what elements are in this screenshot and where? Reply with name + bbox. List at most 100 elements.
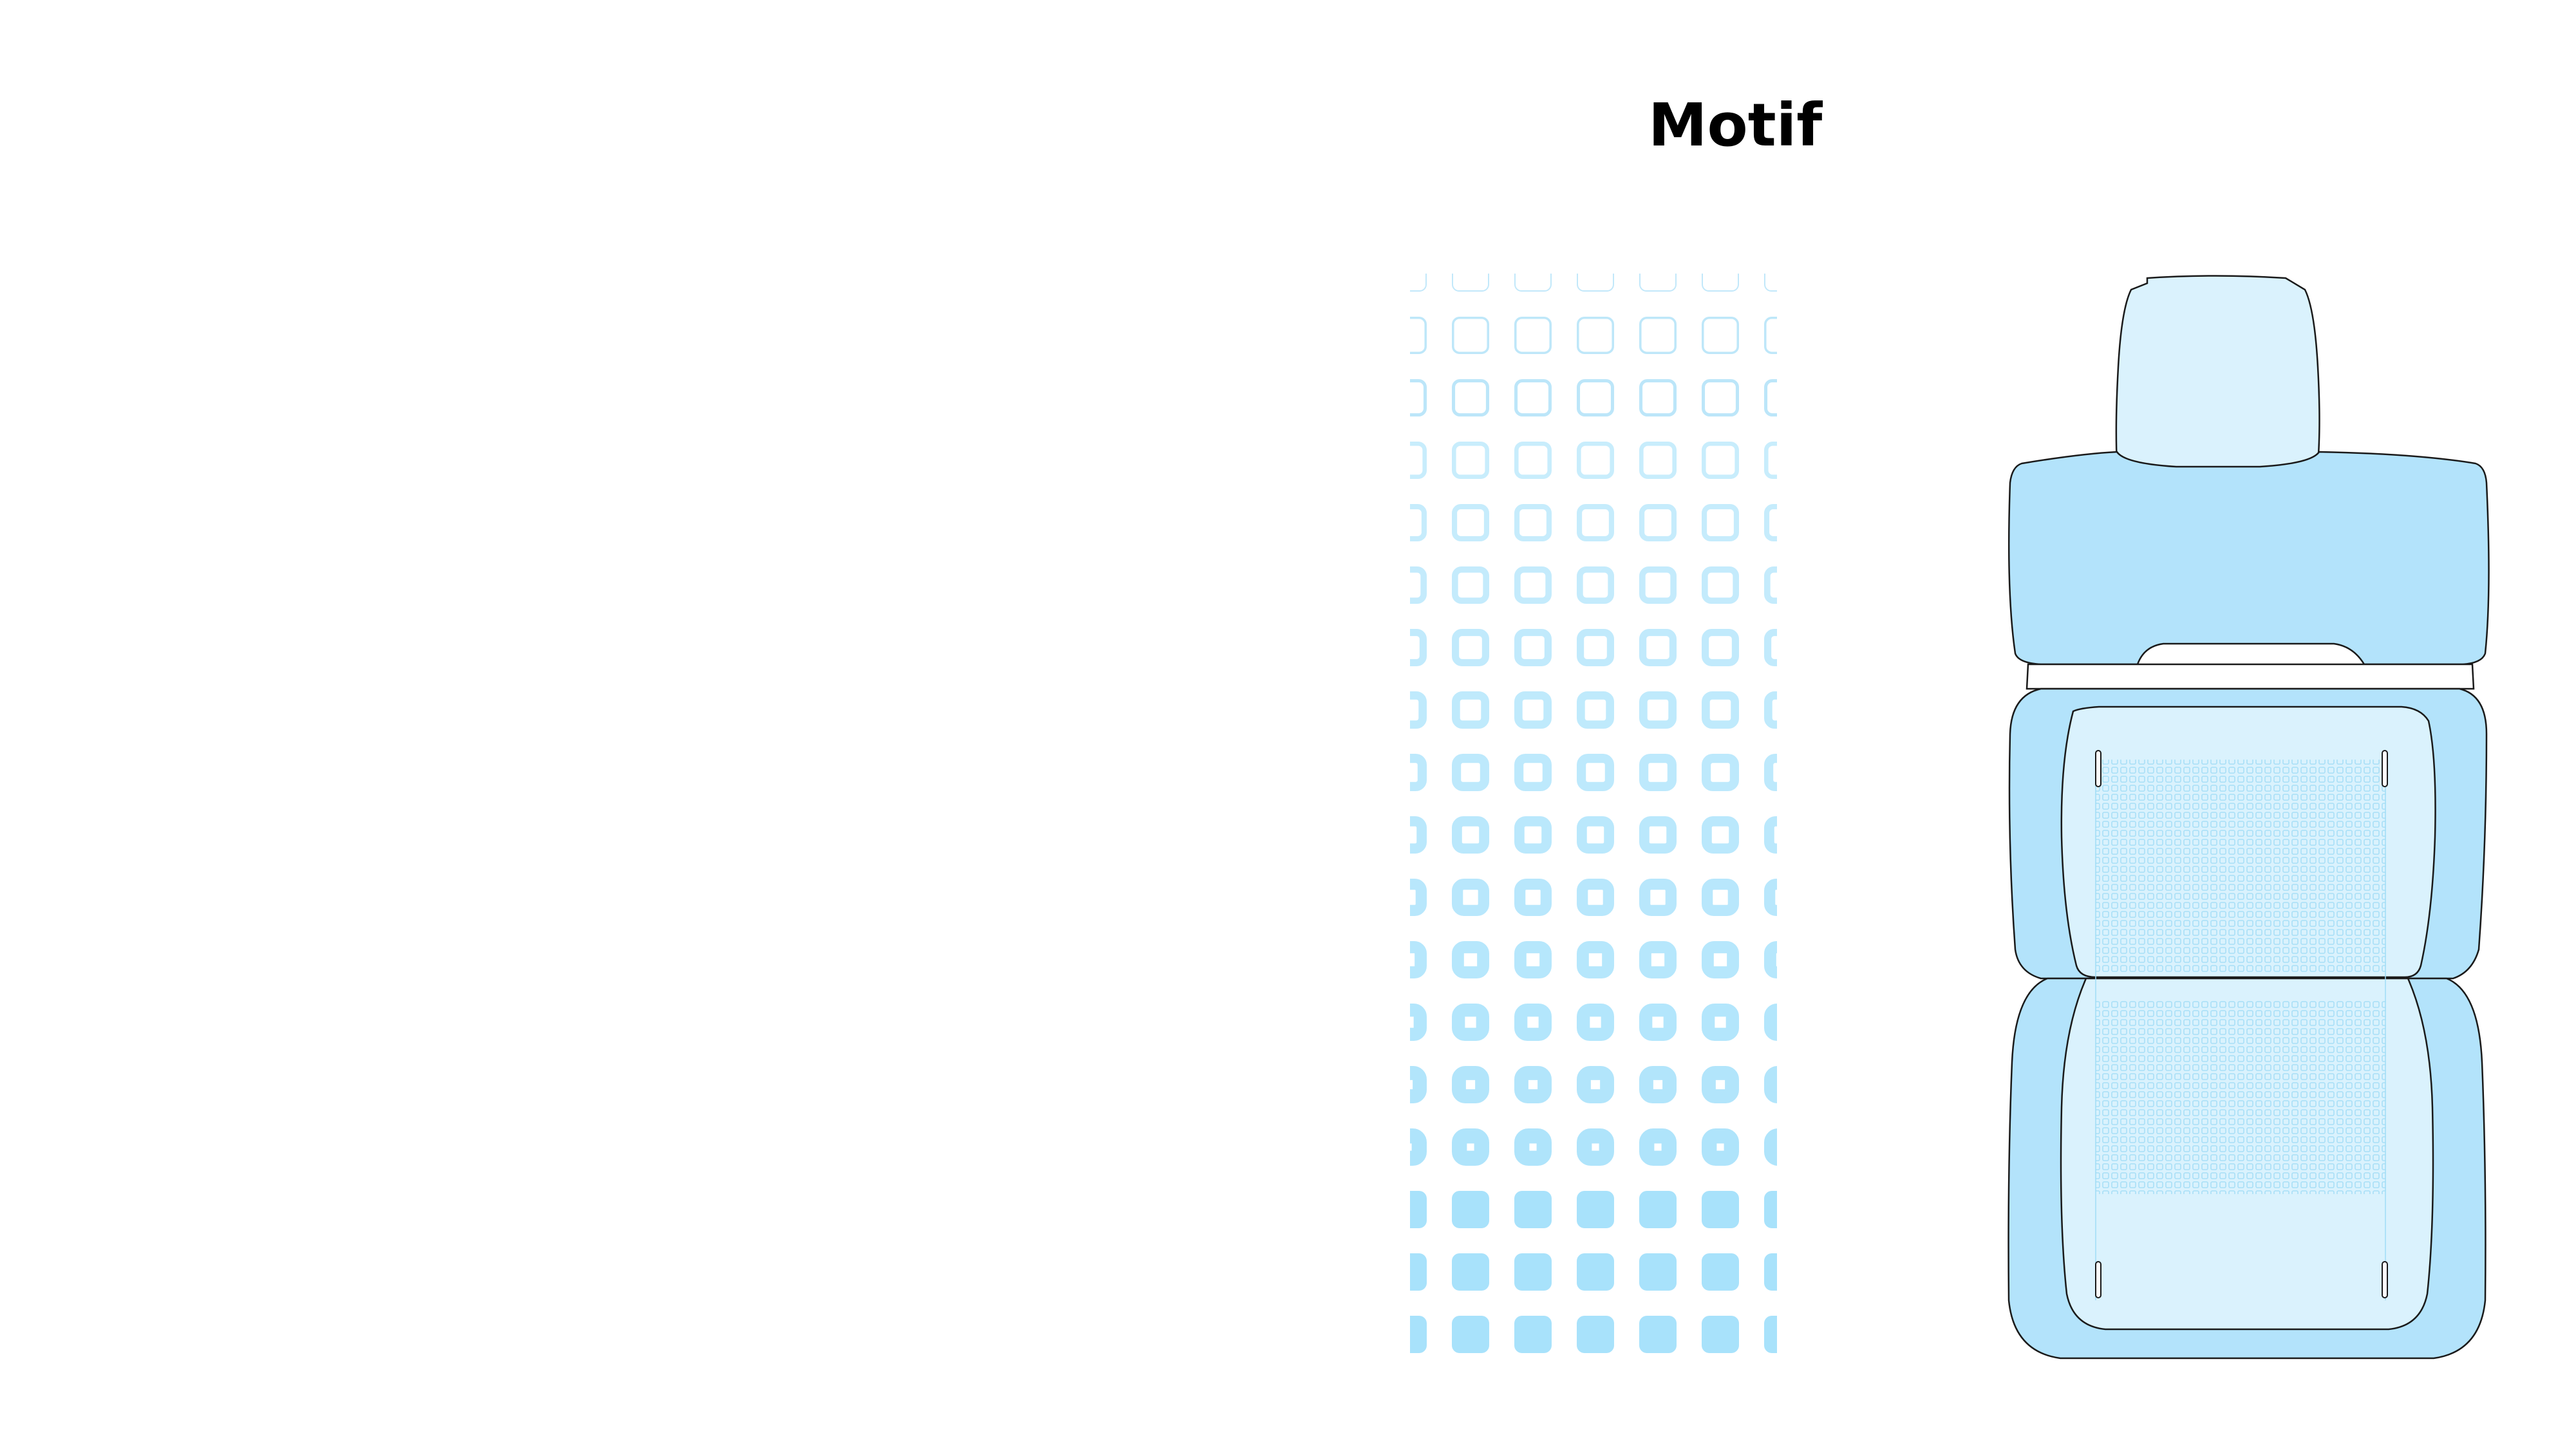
motif-square — [1702, 274, 1739, 292]
motif-square — [1514, 442, 1552, 480]
motif-square — [1452, 379, 1489, 417]
backrest-motif-area — [2096, 760, 2385, 972]
motif-pattern — [1410, 274, 1777, 1368]
motif-square — [1514, 878, 1552, 916]
motif-square — [1452, 878, 1489, 916]
motif-square — [1410, 1253, 1427, 1291]
motif-square — [1514, 940, 1552, 978]
motif-square — [1514, 629, 1552, 667]
motif-square — [1764, 442, 1777, 479]
motif-square — [1577, 504, 1615, 542]
motif-square — [1764, 1004, 1777, 1041]
motif-square — [1702, 504, 1740, 542]
motif-square — [1764, 566, 1777, 604]
motif-square — [1410, 941, 1427, 978]
motif-square — [1410, 879, 1427, 916]
motif-square — [1514, 754, 1552, 792]
motif-square — [1410, 504, 1427, 541]
motif-square — [1514, 317, 1552, 355]
motif-square — [1702, 878, 1739, 916]
motif-square — [1410, 1128, 1427, 1166]
motif-square — [1639, 1191, 1677, 1228]
motif-square — [1514, 691, 1552, 729]
motif-square — [1451, 691, 1490, 729]
motif-square — [1702, 379, 1740, 417]
motif-square — [1577, 816, 1614, 854]
motif-square — [1410, 1191, 1427, 1228]
motif-square — [1639, 274, 1677, 292]
motif-square — [1576, 691, 1615, 729]
motif-square — [1514, 816, 1552, 854]
motif-square — [1764, 941, 1777, 978]
motif-square — [1576, 1128, 1615, 1166]
motif-grid — [1410, 274, 1777, 1353]
motif-square — [1577, 1191, 1614, 1228]
motif-square — [1639, 1316, 1677, 1353]
motif-square — [1639, 754, 1677, 792]
seat-divider-band — [2026, 663, 2475, 690]
motif-square — [1576, 566, 1614, 604]
motif-square — [1451, 1065, 1490, 1104]
cushion-motif-area — [2096, 1001, 2385, 1194]
motif-square — [1702, 816, 1739, 854]
motif-square — [1702, 1191, 1739, 1228]
motif-square — [1514, 504, 1552, 542]
motif-square — [1764, 274, 1777, 292]
motif-square — [1410, 274, 1427, 292]
motif-square — [1410, 442, 1427, 479]
motif-square — [1514, 1191, 1552, 1228]
motif-square — [1639, 878, 1677, 916]
motif-square — [1702, 1253, 1739, 1291]
motif-square — [1764, 691, 1777, 729]
motif-square — [1410, 1066, 1427, 1103]
motif-square — [1451, 629, 1490, 667]
motif-square — [1702, 317, 1740, 355]
slot-mark-bottom-left — [2095, 1261, 2101, 1298]
motif-square — [1764, 1066, 1777, 1103]
motif-square — [1410, 629, 1427, 666]
motif-square — [1514, 1065, 1552, 1104]
motif-square — [1639, 816, 1677, 854]
motif-square — [1577, 274, 1614, 292]
motif-square — [1410, 1004, 1427, 1041]
motif-square — [1452, 317, 1490, 355]
motif-square — [1514, 566, 1552, 604]
motif-square — [1701, 691, 1740, 729]
motif-square — [1639, 1004, 1677, 1042]
motif-square — [1410, 317, 1427, 354]
motif-square — [1452, 1253, 1489, 1291]
motif-square — [1410, 1316, 1427, 1353]
motif-square — [1410, 691, 1427, 729]
motif-square — [1639, 566, 1677, 604]
motif-square — [1577, 940, 1614, 978]
motif-square — [1577, 1316, 1614, 1353]
motif-square — [1701, 629, 1740, 667]
motif-square — [1577, 442, 1615, 480]
motif-square — [1452, 1316, 1489, 1353]
motif-square — [1514, 379, 1552, 417]
motif-square — [1701, 1065, 1740, 1104]
motif-square — [1452, 816, 1489, 854]
slot-mark-top-right — [2382, 750, 2388, 787]
motif-square — [1410, 816, 1427, 854]
car-seat-illustration — [2002, 270, 2492, 1365]
headrest — [2115, 275, 2320, 474]
motif-square — [1701, 1128, 1740, 1166]
motif-square — [1639, 629, 1677, 667]
motif-square — [1451, 1128, 1490, 1166]
motif-square — [1514, 1004, 1552, 1042]
motif-square — [1577, 1004, 1614, 1042]
motif-square — [1576, 629, 1615, 667]
motif-square — [1702, 1316, 1739, 1353]
motif-square — [1451, 754, 1490, 792]
motif-square — [1514, 1316, 1552, 1353]
motif-square — [1410, 566, 1427, 604]
motif-square — [1514, 1253, 1552, 1291]
motif-square — [1701, 566, 1739, 604]
motif-square — [1410, 754, 1427, 791]
motif-square — [1639, 1253, 1677, 1291]
motif-square — [1764, 1316, 1777, 1353]
motif-square — [1452, 566, 1490, 604]
motif-square — [1764, 816, 1777, 854]
